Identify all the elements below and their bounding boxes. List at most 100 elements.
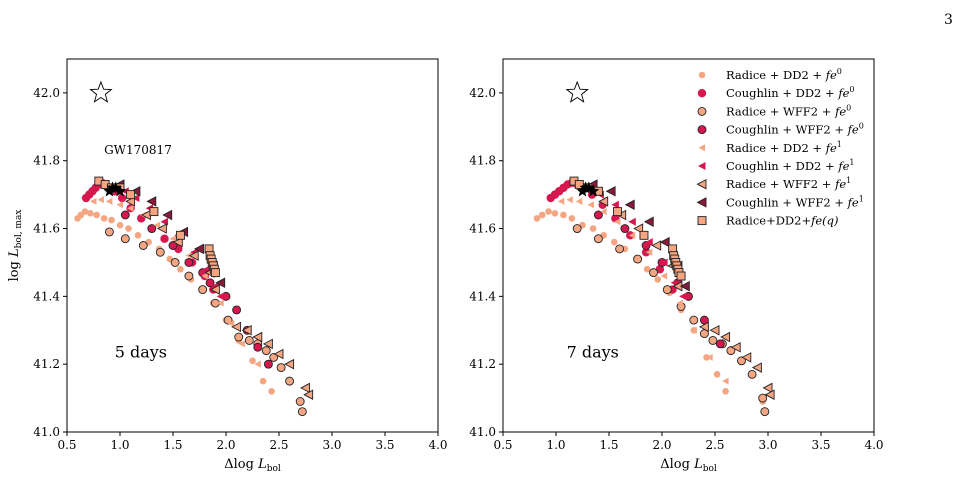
data-point xyxy=(620,224,630,233)
x-tick-label: 2.0 xyxy=(216,438,235,452)
data-point xyxy=(762,382,773,394)
legend-label: Coughlin + WFF2 + fe0 xyxy=(726,122,864,137)
chart-panel-2: 0.5 1.0 1.5 2.0 2.5 3.0 3.5 4.0 41.0 41.2 41.4 41.6… xyxy=(469,58,884,474)
data-point xyxy=(545,208,552,215)
data-point xyxy=(722,377,729,385)
legend-label: Radice + DD2 + fe1 xyxy=(726,140,842,155)
data-point xyxy=(285,376,295,386)
legend-marker xyxy=(697,216,707,226)
data-point xyxy=(210,268,220,278)
data-point xyxy=(201,272,208,280)
x-tick-label: 3.5 xyxy=(811,438,830,452)
data-point xyxy=(170,258,180,267)
data-point xyxy=(649,268,658,278)
data-point xyxy=(90,197,97,205)
legend-label: Radice+DD2+fe(q) xyxy=(726,214,839,228)
data-point xyxy=(162,209,173,221)
data-point xyxy=(560,211,567,219)
data-point xyxy=(574,180,584,189)
x-tick-label: 3.5 xyxy=(375,438,394,452)
data-point xyxy=(216,292,225,301)
reference-star-icon xyxy=(89,80,113,103)
data-point xyxy=(217,299,224,307)
data-point xyxy=(194,243,204,255)
data-point xyxy=(231,321,242,333)
data-point xyxy=(295,397,305,406)
data-point xyxy=(155,247,165,257)
data-point xyxy=(747,369,757,379)
data-point xyxy=(100,215,108,222)
legend-marker xyxy=(698,71,706,79)
data-point xyxy=(244,335,254,345)
data-point xyxy=(760,407,770,417)
data-point xyxy=(605,185,616,197)
data-point xyxy=(741,352,752,363)
data-point xyxy=(643,265,651,273)
x-tick-label: 3.0 xyxy=(758,438,777,452)
data-point xyxy=(81,208,89,215)
gw-annotation: GW170817 xyxy=(104,143,172,157)
data-point xyxy=(127,204,134,212)
data-point xyxy=(613,218,621,226)
legend: Radice + DD2 + fe0 Coughlin + DD2 + fe0 Ra… xyxy=(696,67,864,228)
data-point xyxy=(628,231,636,239)
legend-marker xyxy=(697,89,707,98)
data-point xyxy=(249,357,256,365)
data-point xyxy=(613,207,622,217)
data-point xyxy=(660,258,668,267)
data-point xyxy=(209,284,220,295)
data-point xyxy=(659,236,670,248)
data-point xyxy=(117,193,127,203)
series-5 xyxy=(90,196,261,368)
data-point xyxy=(726,346,736,356)
data-point xyxy=(679,292,687,301)
data-point xyxy=(690,326,697,334)
data-point xyxy=(253,342,263,352)
data-point xyxy=(730,341,741,353)
data-point xyxy=(568,215,576,222)
legend-marker xyxy=(696,178,707,190)
y-tick-label: 41.0 xyxy=(469,425,496,439)
y-tick-label: 41.8 xyxy=(33,154,60,168)
gw-star-point xyxy=(586,184,600,197)
data-point xyxy=(698,321,709,333)
data-point xyxy=(263,359,273,369)
data-point xyxy=(172,236,183,248)
data-point xyxy=(708,335,718,345)
data-point xyxy=(639,230,649,240)
y-tick-label: 41.2 xyxy=(469,357,496,371)
data-point xyxy=(262,338,273,350)
data-point xyxy=(273,348,284,360)
data-point xyxy=(259,377,267,385)
data-point xyxy=(598,196,609,207)
data-point xyxy=(97,196,104,204)
y-tick-label: 42.0 xyxy=(469,86,496,100)
page-number: 3 xyxy=(944,12,953,28)
series-1 xyxy=(533,208,766,405)
data-point xyxy=(533,215,541,222)
x-tick-label: 0.5 xyxy=(493,438,512,452)
x-tick-label: 4.0 xyxy=(428,438,447,452)
legend-label: Coughlin + WFF2 + fe1 xyxy=(726,194,864,209)
legend-label: Radice + WFF2 + fe0 xyxy=(726,103,851,118)
data-point xyxy=(168,241,178,250)
data-point xyxy=(654,276,662,283)
data-point xyxy=(104,227,114,237)
x-tick-label: 1.5 xyxy=(163,438,182,452)
y-tick-label: 42.0 xyxy=(33,86,60,100)
series-2 xyxy=(546,178,677,294)
chart-panel-1: 0.5 1.0 1.5 2.0 2.5 3.0 3.5 4.0 41.0 41.2 41.4 41.6… xyxy=(7,58,448,474)
x-tick-label: 1.0 xyxy=(110,438,129,452)
data-point xyxy=(125,196,136,207)
data-point xyxy=(138,241,148,250)
data-point xyxy=(215,277,226,289)
time-annotation: 5 days xyxy=(115,342,167,361)
data-point xyxy=(538,211,546,219)
data-point xyxy=(126,190,136,200)
data-point xyxy=(751,362,762,373)
data-point xyxy=(234,332,244,342)
data-point xyxy=(575,197,583,205)
gw-star-point xyxy=(576,184,589,197)
x-tick-label: 2.0 xyxy=(652,438,671,452)
data-point xyxy=(131,194,140,203)
